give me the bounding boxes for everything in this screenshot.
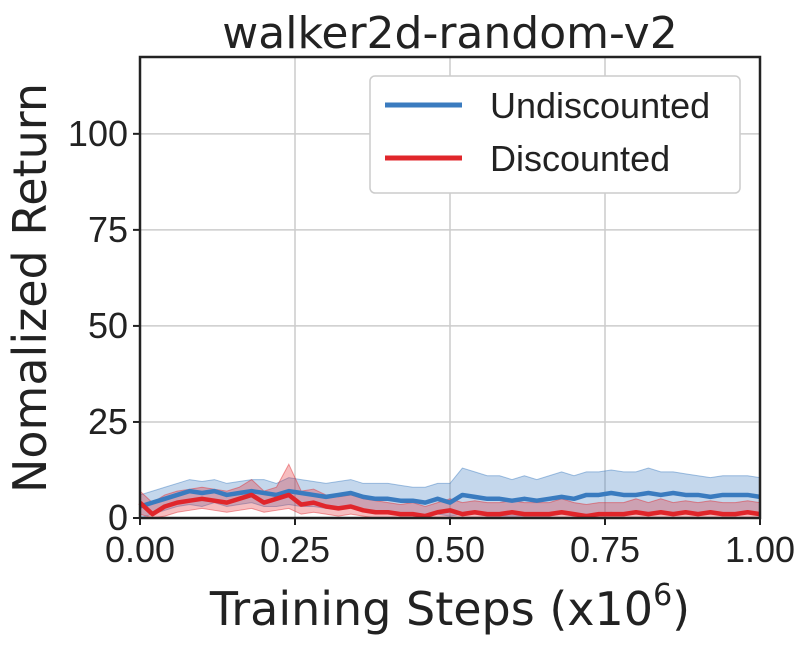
y-axis-label: Nomalized Return [3, 83, 57, 493]
y-tick-label: 75 [88, 209, 128, 250]
x-tick-labels: 0.00 0.25 0.50 0.75 1.00 [105, 518, 795, 570]
x-tick-label: 0.00 [105, 529, 175, 570]
chart-title: walker2d-random-v2 [222, 8, 677, 59]
x-axis-label-exponent: 6 [653, 578, 672, 613]
x-axis-label-suffix: ) [672, 582, 690, 636]
y-tick-label: 100 [68, 113, 128, 154]
x-axis-label-main: Training Steps (x [209, 582, 595, 636]
legend-box [369, 75, 741, 194]
confidence-bands [139, 463, 761, 519]
y-tick-label: 25 [88, 401, 128, 442]
x-tick-label: 0.75 [570, 529, 640, 570]
legend-label-discounted: Discounted [490, 138, 670, 179]
y-tick-label: 50 [88, 305, 128, 346]
legend-label-undiscounted: Undiscounted [490, 85, 710, 126]
series-lines [138, 488, 761, 519]
x-axis-label-exponent-base: 10 [595, 582, 654, 636]
series-line-undiscounted [139, 488, 761, 509]
y-tick-labels: 0 25 50 75 100 [68, 113, 140, 538]
x-axis-label: Training Steps (x106) [209, 578, 690, 636]
series-line-discounted [138, 492, 761, 519]
x-tick-label: 1.00 [725, 529, 795, 570]
y-tick-label: 0 [108, 497, 128, 538]
x-tick-label: 0.25 [260, 529, 330, 570]
x-tick-label: 0.50 [415, 529, 485, 570]
legend: Undiscounted Discounted [369, 75, 741, 194]
